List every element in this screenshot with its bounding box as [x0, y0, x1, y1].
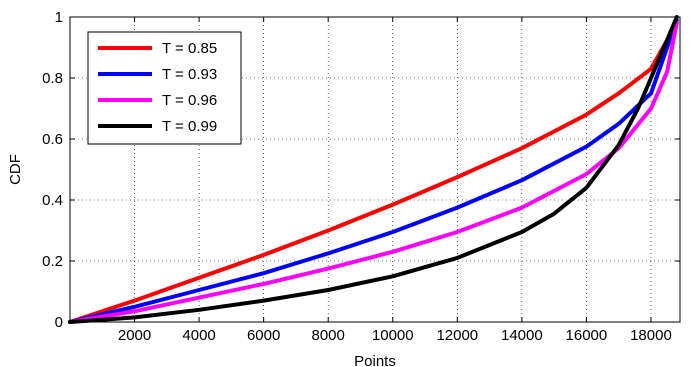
y-tick-label: 0.8: [42, 70, 63, 87]
x-tick-label: 4000: [182, 327, 215, 344]
x-axis-label: Points: [354, 353, 396, 367]
y-tick-label: 0: [55, 314, 63, 331]
axis-ticks: [70, 16, 680, 323]
x-tick-label: 14000: [501, 327, 543, 344]
series-line: [68, 21, 679, 324]
x-tick-label: 2000: [118, 327, 151, 344]
y-tick-label: 0.6: [42, 131, 63, 148]
x-tick-label: 8000: [312, 327, 345, 344]
y-tick-label: 1: [55, 9, 63, 26]
legend-label: T = 0.96: [162, 92, 217, 109]
series-lines: [68, 15, 679, 324]
series-line: [68, 21, 679, 324]
y-tick-label: 0.2: [42, 253, 63, 270]
x-tick-label: 12000: [436, 327, 478, 344]
legend: T = 0.85 T = 0.93 T = 0.96 T = 0.99: [87, 31, 242, 145]
x-tick-label: 16000: [566, 327, 608, 344]
legend-label: T = 0.93: [162, 66, 217, 83]
legend-label: T = 0.85: [162, 40, 217, 57]
x-tick-label: 6000: [247, 327, 280, 344]
grid-lines: [70, 17, 680, 322]
y-tick-label: 0.4: [42, 192, 63, 209]
y-axis-label: CDF: [7, 154, 24, 185]
x-tick-label: 18000: [630, 327, 672, 344]
x-tick-label: 10000: [372, 327, 414, 344]
plot-frame: [69, 16, 681, 323]
legend-label: T = 0.99: [162, 118, 217, 135]
tick-labels: 2000 4000 6000 8000 10000 12000 14000 16000 1800…: [42, 9, 672, 344]
series-line: [68, 15, 679, 324]
series-line: [68, 18, 679, 324]
